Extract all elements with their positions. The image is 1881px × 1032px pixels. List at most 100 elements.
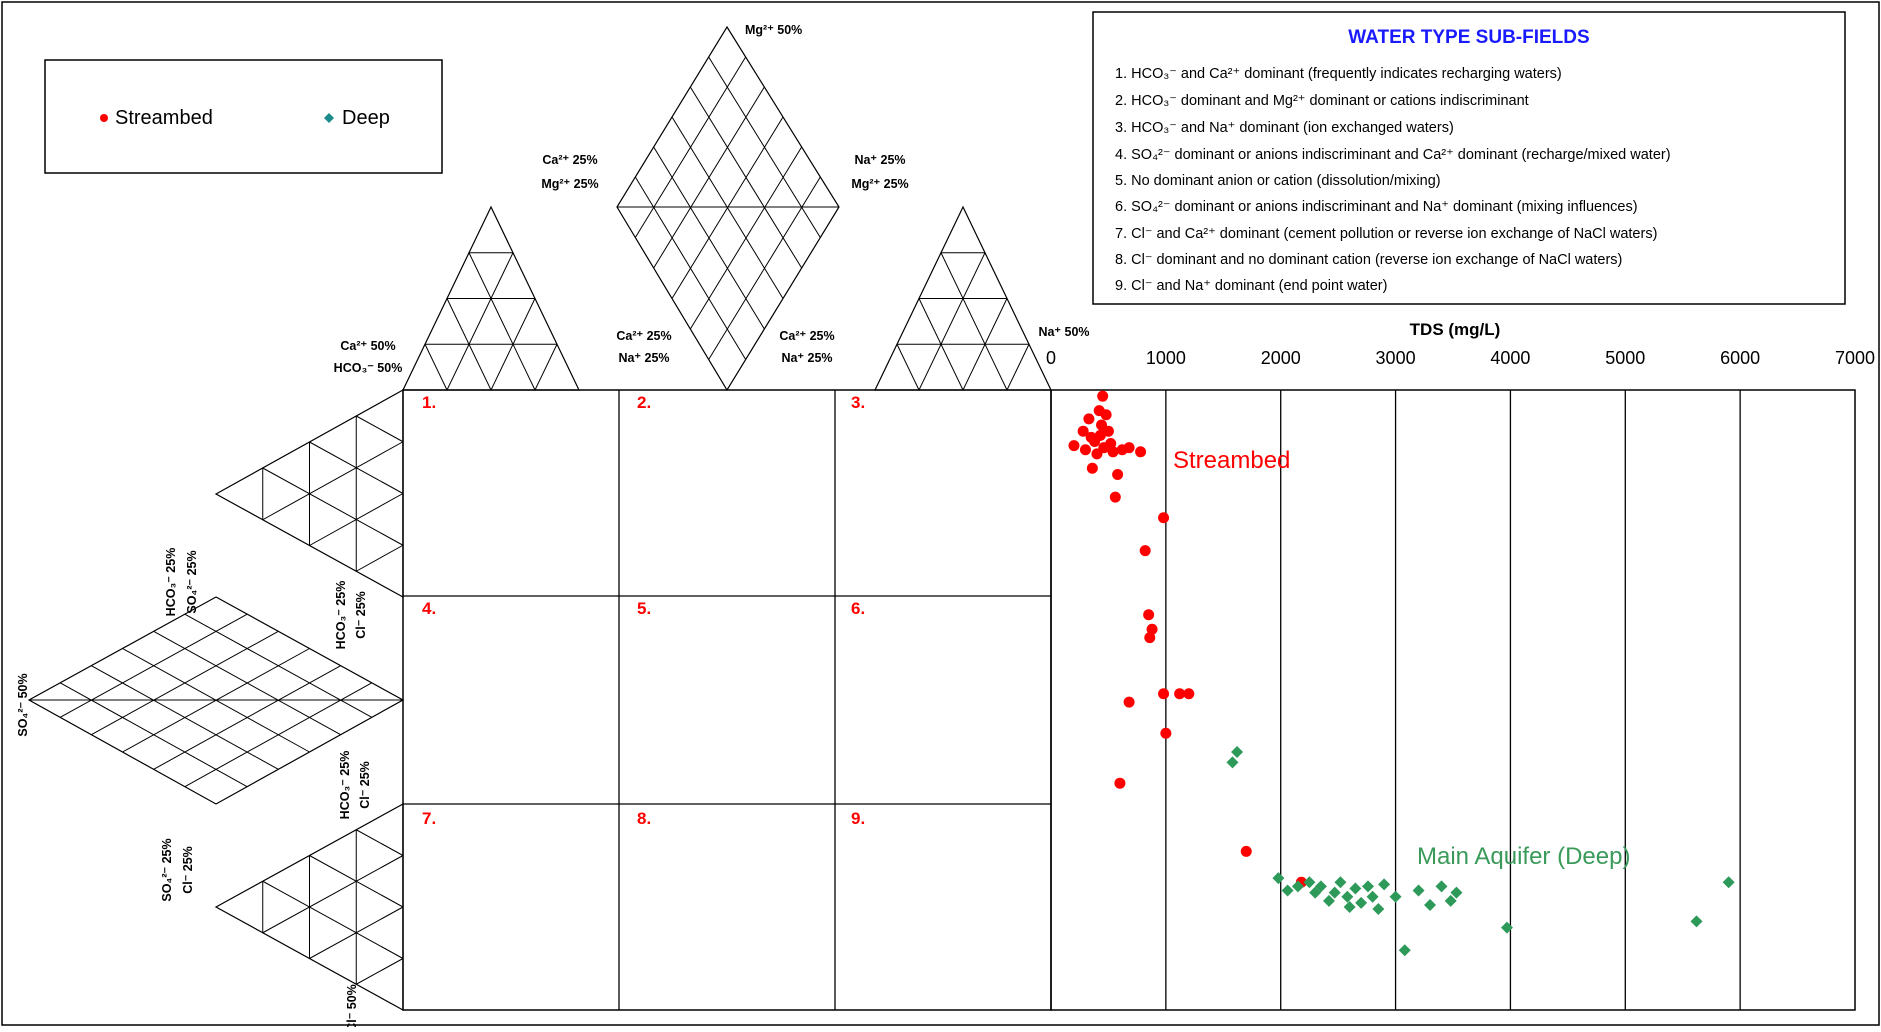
deep-point bbox=[1372, 903, 1385, 916]
streambed-point bbox=[1174, 688, 1186, 700]
label-mg50: Mg²⁺ 50% bbox=[745, 23, 802, 37]
subfields-box: WATER TYPE SUB-FIELDS 1. HCO₃⁻ and Ca²⁺ … bbox=[1092, 11, 1846, 305]
deep-point bbox=[1272, 872, 1285, 885]
subfield-8: 8. Cl⁻ dominant and no dominant cation (… bbox=[1115, 252, 1622, 268]
tds-axis-title: TDS (mg/L) bbox=[1410, 320, 1501, 339]
diamond-grid bbox=[27, 25, 840, 805]
label-ca50-hco3-50-b: HCO₃⁻ 50% bbox=[334, 361, 403, 375]
field-numbers: 1. 2. 3. 4. 5. 6. 7. 8. 9. bbox=[422, 393, 865, 828]
label-hco3-25-so4-25-b: SO₄²⁻ 25% bbox=[185, 550, 199, 613]
deep-point bbox=[1226, 756, 1239, 769]
streambed-point bbox=[1079, 444, 1091, 456]
tds-tick-label: 6000 bbox=[1720, 348, 1760, 368]
tds-panel-frame bbox=[1050, 389, 1856, 1011]
tds-tick-labels: 0 1000 2000 3000 4000 5000 6000 7000 bbox=[1046, 348, 1875, 368]
ternary-labels: Mg²⁺ 50% Ca²⁺ 25% Mg²⁺ 25% Na⁺ 25% Mg²⁺ … bbox=[16, 23, 1090, 1032]
deep-point bbox=[1500, 921, 1513, 934]
top-left-subtriangle-line bbox=[424, 344, 448, 391]
label-hco3-25-cl-25-a2: Cl⁻ 25% bbox=[354, 591, 368, 639]
tds-tick-label: 2000 bbox=[1261, 348, 1301, 368]
streambed-point bbox=[1100, 409, 1112, 421]
label-so4-50: SO₄²⁻ 50% bbox=[16, 673, 30, 736]
deep-point bbox=[1450, 886, 1463, 899]
label-ca25-na25-right-b: Na⁺ 25% bbox=[781, 351, 832, 365]
subfield-3: 3. HCO₃⁻ and Na⁺ dominant (ion exchanged… bbox=[1115, 120, 1454, 136]
tds-tick-label: 5000 bbox=[1605, 348, 1645, 368]
field-number-1: 1. bbox=[422, 393, 436, 412]
left-bottom-subtriangle-line bbox=[262, 880, 404, 959]
streambed-point bbox=[1107, 446, 1119, 458]
label-ca25-na25-left-a: Ca²⁺ 25% bbox=[616, 329, 671, 343]
deep-point bbox=[1314, 880, 1327, 893]
streambed-point bbox=[1143, 609, 1155, 621]
deep-point bbox=[1722, 876, 1735, 889]
deep-point bbox=[1444, 894, 1457, 907]
top-right-subtriangle-line bbox=[896, 344, 920, 391]
left-top-subtriangle-line bbox=[356, 544, 404, 572]
field-number-2: 2. bbox=[637, 393, 651, 412]
streambed-point bbox=[1158, 688, 1170, 700]
streambed-point bbox=[1183, 688, 1195, 700]
field-number-7: 7. bbox=[422, 809, 436, 828]
streambed-point bbox=[1135, 446, 1147, 458]
left-top-subtriangle-line bbox=[262, 441, 404, 521]
tds-tick-label: 0 bbox=[1046, 348, 1056, 368]
field-number-5: 5. bbox=[637, 599, 651, 618]
label-ca25-mg25-a: Ca²⁺ 25% bbox=[542, 153, 597, 167]
label-na50: Na⁺ 50% bbox=[1038, 325, 1089, 339]
label-na25-mg25-a: Na⁺ 25% bbox=[854, 153, 905, 167]
tds-tick-label: 3000 bbox=[1376, 348, 1416, 368]
deep-point bbox=[1341, 890, 1354, 903]
deep-point bbox=[1398, 944, 1411, 957]
subfield-5: 5. No dominant anion or cation (dissolut… bbox=[1115, 173, 1441, 189]
label-hco3-25-cl-25-b1: HCO₃⁻ 25% bbox=[338, 751, 352, 820]
subfields-frame bbox=[1092, 11, 1846, 305]
label-hco3-25-cl-25-b2: Cl⁻ 25% bbox=[358, 761, 372, 809]
label-so4-25-cl-25-b: Cl⁻ 25% bbox=[181, 846, 195, 894]
top-right-subtriangle-line bbox=[918, 252, 986, 391]
deep-point bbox=[1349, 882, 1362, 895]
deep-point bbox=[1412, 884, 1425, 897]
deep-point bbox=[1328, 886, 1341, 899]
legend-streambed-marker bbox=[100, 114, 108, 122]
streambed-point bbox=[1102, 425, 1114, 437]
legend-box bbox=[44, 59, 443, 174]
subfield-9: 9. Cl⁻ and Na⁺ dominant (end point water… bbox=[1115, 278, 1387, 294]
streambed-point bbox=[1160, 727, 1172, 739]
water-type-grid bbox=[402, 389, 1052, 1011]
subfield-1: 1. HCO₃⁻ and Ca²⁺ dominant (frequently i… bbox=[1115, 66, 1562, 82]
deep-point bbox=[1366, 890, 1379, 903]
top-left-subtriangle-line bbox=[446, 252, 514, 391]
deep-point bbox=[1424, 898, 1437, 911]
main-aquifer-annotation: Main Aquifer (Deep) bbox=[1417, 843, 1630, 870]
left-top-subtriangle-line bbox=[262, 467, 404, 546]
deep-point bbox=[1690, 915, 1703, 928]
field-number-9: 9. bbox=[851, 809, 865, 828]
legend-deep-label: Deep bbox=[342, 107, 390, 129]
streambed-point bbox=[1158, 512, 1170, 524]
streambed-point bbox=[1112, 468, 1124, 480]
label-ca50-hco3-50-a: Ca²⁺ 50% bbox=[340, 339, 395, 353]
tds-tick-label: 1000 bbox=[1146, 348, 1186, 368]
legend-streambed-label: Streambed bbox=[115, 107, 213, 129]
label-ca25-na25-left-b: Na⁺ 25% bbox=[618, 351, 669, 365]
label-hco3-25-cl-25-a1: HCO₃⁻ 25% bbox=[334, 581, 348, 650]
streambed-point bbox=[1144, 632, 1156, 644]
top-right-subtriangle-line bbox=[940, 252, 1008, 391]
streambed-point bbox=[1068, 440, 1080, 452]
legend: Streambed Deep bbox=[44, 59, 443, 174]
streambed-annotation: Streambed bbox=[1173, 447, 1290, 474]
label-ca25-na25-right-a: Ca²⁺ 25% bbox=[779, 329, 834, 343]
streambed-point bbox=[1123, 696, 1135, 708]
left-bottom-subtriangle-line bbox=[262, 855, 404, 934]
subfield-6: 6. SO₄²⁻ dominant or anions indiscrimina… bbox=[1115, 199, 1638, 215]
label-so4-25-cl-25-a: SO₄²⁻ 25% bbox=[160, 838, 174, 901]
tds-tick-label: 7000 bbox=[1835, 348, 1875, 368]
subfields-title: WATER TYPE SUB-FIELDS bbox=[1348, 27, 1589, 48]
water-type-grid-frame bbox=[402, 389, 1052, 1011]
deep-point bbox=[1378, 878, 1391, 891]
streambed-point bbox=[1240, 845, 1252, 857]
left-bottom-subtriangle-line bbox=[356, 958, 404, 985]
